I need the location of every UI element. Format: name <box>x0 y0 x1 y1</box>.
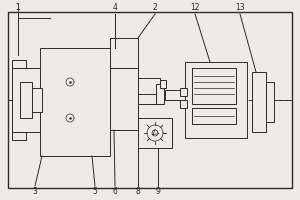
Text: 6: 6 <box>112 188 117 196</box>
Bar <box>252 72 266 132</box>
Bar <box>12 68 40 132</box>
Text: 8: 8 <box>136 188 140 196</box>
Text: 4: 4 <box>112 3 117 12</box>
Bar <box>12 132 26 140</box>
Bar <box>180 88 187 96</box>
Bar <box>160 80 166 88</box>
Bar <box>192 68 236 104</box>
Text: 1: 1 <box>16 3 20 12</box>
Text: 13: 13 <box>235 3 245 12</box>
Bar <box>156 84 164 104</box>
Bar <box>12 60 26 68</box>
Bar <box>138 94 160 104</box>
Bar <box>138 78 160 98</box>
Text: 5: 5 <box>93 188 98 196</box>
Text: 12: 12 <box>190 3 200 12</box>
Bar <box>138 118 172 148</box>
Bar <box>266 82 274 122</box>
Bar <box>8 12 292 188</box>
Bar <box>20 82 32 118</box>
Text: 9: 9 <box>156 188 161 196</box>
Bar <box>110 38 138 68</box>
Bar <box>165 90 185 100</box>
Bar <box>185 62 247 138</box>
Text: 3: 3 <box>33 188 38 196</box>
Bar <box>180 100 187 108</box>
Bar <box>40 48 110 156</box>
Bar <box>192 108 236 124</box>
Text: 2: 2 <box>153 3 158 12</box>
Text: 1: 1 <box>16 3 20 12</box>
Bar <box>110 68 138 130</box>
Bar <box>32 88 42 112</box>
